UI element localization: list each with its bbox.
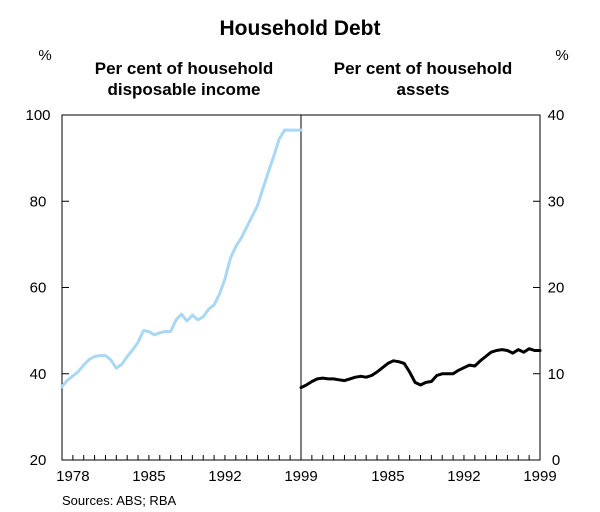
right-x-tick-label: 1985	[371, 468, 404, 485]
left-unit-label: %	[38, 47, 51, 64]
right-series-line-0	[299, 347, 542, 390]
left-panel-subtitle-line-1: Per cent of household	[95, 59, 274, 78]
left-panel-subtitle-line-2: disposable income	[107, 80, 260, 99]
left-x-tick-label: 1985	[132, 468, 165, 485]
series-lines	[60, 128, 542, 390]
chart-title: Household Debt	[220, 17, 381, 40]
sources-note: Sources: ABS; RBA	[62, 493, 176, 508]
left-y-tick-label: 80	[30, 193, 47, 210]
left-x-tick-label: 1999	[284, 468, 317, 485]
right-y-tick-label: 30	[548, 193, 565, 210]
right-x-tick-label: 1992	[447, 468, 480, 485]
left-y-tick-label: 100	[25, 107, 50, 124]
axis-ticks	[61, 114, 541, 461]
left-series-line-0	[60, 128, 303, 389]
right-y-tick-label: 10	[548, 366, 565, 383]
left-y-tick-label: 60	[30, 280, 47, 297]
right-unit-label: %	[555, 47, 568, 64]
right-y-tick-label: 0	[552, 452, 560, 469]
right-panel-subtitle-line-1: Per cent of household	[334, 59, 513, 78]
left-x-tick-label: 1992	[208, 468, 241, 485]
left-y-tick-label: 40	[30, 366, 47, 383]
plot-frame	[61, 114, 541, 461]
right-y-tick-label: 40	[548, 107, 565, 124]
left-y-tick-label: 20	[30, 452, 47, 469]
right-y-tick-label: 20	[548, 280, 565, 297]
right-x-tick-label: 1999	[523, 468, 556, 485]
right-panel-subtitle-line-2: assets	[397, 80, 450, 99]
left-x-tick-label: 1978	[56, 468, 89, 485]
